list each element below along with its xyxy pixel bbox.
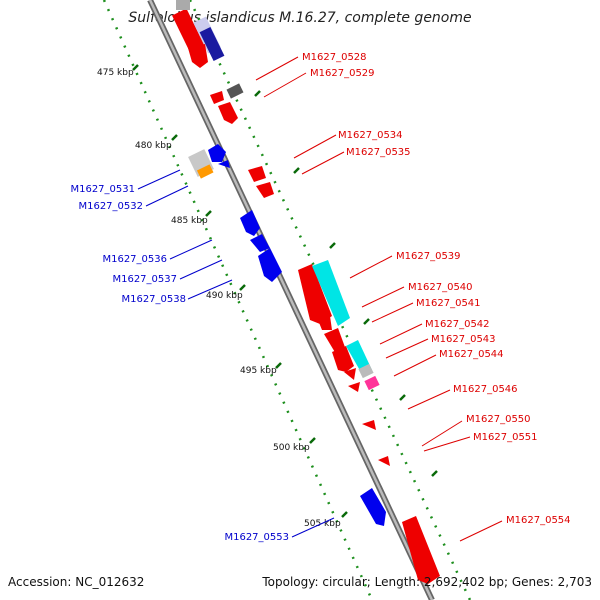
gene-feature-0531-0532[interactable] bbox=[188, 149, 214, 179]
gene-label-0529[interactable]: M1627_0529 bbox=[310, 68, 375, 79]
gene-feature-0537[interactable] bbox=[250, 234, 270, 252]
gene-label-0551[interactable]: M1627_0551 bbox=[473, 432, 538, 443]
gene-label-0543[interactable]: M1627_0543 bbox=[431, 334, 496, 345]
gene-labels-reverse: M1627_0531 M1627_0532 M1627_0536 M1627_0… bbox=[70, 184, 289, 543]
scale-label-485: 485 kbp bbox=[171, 216, 208, 226]
gene-label-0544[interactable]: M1627_0544 bbox=[439, 349, 504, 360]
gene-label-0546[interactable]: M1627_0546 bbox=[453, 384, 518, 395]
topology-text: Topology: circular; Length: 2,692,402 bp… bbox=[261, 575, 592, 589]
gene-label-0534[interactable]: M1627_0534 bbox=[338, 130, 403, 141]
gene-label-0541[interactable]: M1627_0541 bbox=[416, 298, 481, 309]
gene-label-0528[interactable]: M1627_0528 bbox=[302, 52, 367, 63]
gene-feature-0538[interactable] bbox=[258, 248, 282, 282]
major-ticks-outer bbox=[254, 90, 438, 477]
gene-feature-0528[interactable] bbox=[210, 83, 244, 104]
gene-feature-0544[interactable] bbox=[344, 363, 380, 391]
scale-label-475: 475 kbp bbox=[97, 68, 134, 78]
gene-feature-0536[interactable] bbox=[240, 210, 260, 236]
gene-label-0542[interactable]: M1627_0542 bbox=[425, 319, 490, 330]
genome-backbone bbox=[147, 0, 435, 600]
gene-feature-0534[interactable] bbox=[248, 166, 266, 182]
gene-feature-0541[interactable] bbox=[318, 316, 332, 330]
scale-label-505: 505 kbp bbox=[304, 519, 341, 529]
callout-lines-forward bbox=[255, 56, 503, 542]
scale-label-480: 480 kbp bbox=[135, 141, 172, 151]
gene-feature-0543[interactable] bbox=[332, 340, 372, 374]
scale-label-500: 500 kbp bbox=[273, 443, 310, 453]
gene-feature-0529[interactable] bbox=[218, 102, 238, 124]
accession-text: Accession: NC_012632 bbox=[8, 575, 144, 589]
gene-feature-0539-0540[interactable] bbox=[298, 260, 350, 326]
major-ticks-inner bbox=[132, 64, 348, 518]
gene-label-0538[interactable]: M1627_0538 bbox=[121, 294, 186, 305]
gene-feature-0535[interactable] bbox=[256, 182, 274, 198]
gene-label-0536[interactable]: M1627_0536 bbox=[102, 254, 167, 265]
gene-feature-0554[interactable] bbox=[402, 516, 440, 584]
gene-label-0554[interactable]: M1627_0554 bbox=[506, 515, 571, 526]
gene-label-0531[interactable]: M1627_0531 bbox=[70, 184, 135, 195]
gene-label-0553[interactable]: M1627_0553 bbox=[224, 532, 289, 543]
gene-feature-0542[interactable] bbox=[324, 328, 346, 354]
gene-label-0535[interactable]: M1627_0535 bbox=[346, 147, 411, 158]
gene-feature-0546[interactable] bbox=[348, 382, 360, 392]
gene-label-0540[interactable]: M1627_0540 bbox=[408, 282, 473, 293]
gene-label-0539[interactable]: M1627_0539 bbox=[396, 251, 461, 262]
scale-label-490: 490 kbp bbox=[206, 291, 243, 301]
gene-label-0550[interactable]: M1627_0550 bbox=[466, 414, 531, 425]
scale-label-495: 495 kbp bbox=[240, 366, 277, 376]
map-title: Sulfolobus islandicus M.16.27, complete … bbox=[128, 10, 471, 26]
gene-feature-0553[interactable] bbox=[360, 488, 386, 526]
gene-label-0537[interactable]: M1627_0537 bbox=[112, 274, 177, 285]
gene-feature-0550[interactable] bbox=[362, 420, 376, 430]
gene-feature-reverse-480[interactable] bbox=[208, 144, 230, 168]
gene-feature-top-cluster[interactable] bbox=[172, 0, 225, 68]
callout-lines-reverse bbox=[137, 169, 335, 538]
gene-labels-forward: M1627_0528 M1627_0529 M1627_0534 M1627_0… bbox=[302, 52, 571, 526]
gene-feature-0551[interactable] bbox=[378, 456, 390, 466]
gene-label-0532[interactable]: M1627_0532 bbox=[78, 201, 143, 212]
